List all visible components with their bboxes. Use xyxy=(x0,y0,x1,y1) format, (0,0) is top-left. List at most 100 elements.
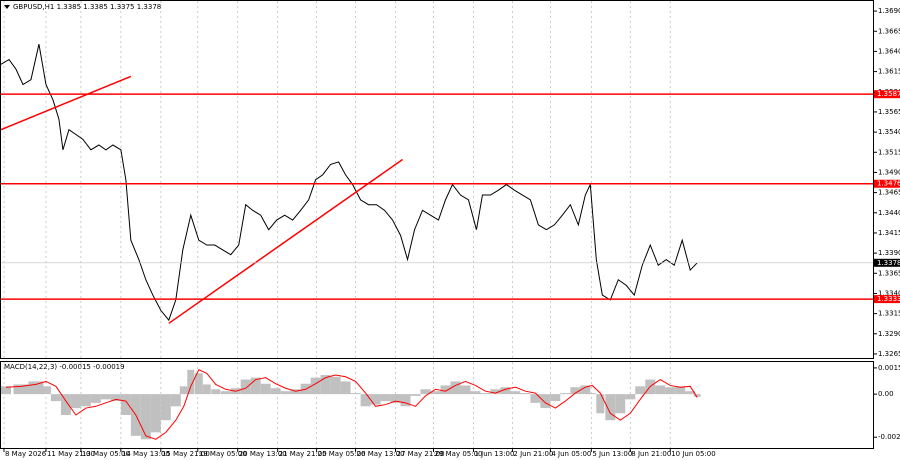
x-tick-label: 11 May 21:00 xyxy=(47,450,95,458)
y-tick-label: 1.3640 xyxy=(878,47,900,55)
level-label: 1.3333 xyxy=(877,295,900,303)
x-tick-label: 8 Jun 21:00 xyxy=(631,450,671,458)
macd-bar xyxy=(240,379,251,395)
macd-bar xyxy=(250,377,261,395)
macd-bar xyxy=(350,393,361,395)
price-line xyxy=(0,44,698,322)
macd-bar xyxy=(665,387,676,395)
macd-bar xyxy=(90,394,101,403)
macd-bar xyxy=(596,394,605,414)
macd-bar xyxy=(187,369,195,395)
chart-title: GBPUSD,H1 1.3385 1.3385 1.3375 1.3378 xyxy=(13,3,161,11)
macd-bar xyxy=(202,384,211,395)
level-label: 1.3587 xyxy=(877,90,900,98)
macd-bar xyxy=(440,385,451,395)
macd-bar xyxy=(540,394,551,409)
y-tick-label: 1.3540 xyxy=(878,128,900,136)
macd-bar xyxy=(120,394,131,415)
level-tag xyxy=(874,295,900,304)
macd-bar xyxy=(310,377,321,395)
y-tick-label: 1.3515 xyxy=(878,148,900,156)
macd-bar xyxy=(635,386,646,395)
macd-bar xyxy=(280,391,291,395)
y-tick-label: 1.3615 xyxy=(878,68,900,76)
macd-bar xyxy=(340,381,351,395)
x-tick-label: 1 Jun 13:00 xyxy=(474,450,514,458)
x-tick-label: 15 May 21:00 xyxy=(162,450,210,458)
x-tick-label: 2 Jun 21:00 xyxy=(513,450,553,458)
y-tick-label: 1.3665 xyxy=(878,27,900,35)
x-tick-label: 4 Jun 05:00 xyxy=(551,450,591,458)
macd-bar xyxy=(360,394,371,407)
macd-bar xyxy=(470,391,481,395)
macd-bar xyxy=(693,394,701,397)
y-tick-label: 1.3440 xyxy=(878,209,900,217)
y-tick-label: 1.3415 xyxy=(878,229,900,237)
level-tag xyxy=(874,179,900,188)
y-tick-label: 1.3490 xyxy=(878,168,900,176)
y-tick-label: -0.00248 xyxy=(878,433,900,441)
macd-bar xyxy=(260,383,271,395)
y-tick-label: 1.3340 xyxy=(878,289,900,297)
x-tick-label: 21 May 21:00 xyxy=(279,450,327,458)
macd-bar xyxy=(220,391,231,395)
current-price-tag xyxy=(874,258,900,267)
menu-arrow[interactable] xyxy=(4,5,10,9)
macd-bar xyxy=(420,389,431,395)
y-tick-label: 1.3290 xyxy=(878,330,900,338)
macd-bar xyxy=(400,394,411,407)
trend-line xyxy=(0,75,132,131)
macd-bar xyxy=(588,393,596,395)
macd-bar xyxy=(550,394,561,402)
x-tick-label: 8 May 2026 xyxy=(5,450,47,458)
macd-bar xyxy=(530,394,541,403)
macd-bar xyxy=(194,373,203,395)
macd-panel xyxy=(0,361,874,449)
macd-bar xyxy=(450,381,461,395)
y-tick-label: 1.3565 xyxy=(878,108,900,116)
macd-bar xyxy=(560,393,571,395)
level-label: 1.3476 xyxy=(877,180,900,188)
level-tag xyxy=(874,90,900,99)
trend-line xyxy=(168,158,403,324)
x-tick-label: 26 May 13:00 xyxy=(357,450,405,458)
macd-bar xyxy=(140,394,151,440)
macd-bar xyxy=(50,394,61,402)
macd-bar xyxy=(370,394,381,405)
x-tick-label: 29 May 05:00 xyxy=(435,450,483,458)
macd-bar xyxy=(510,391,521,395)
signal-line xyxy=(5,369,698,440)
y-tick-label: 1.3315 xyxy=(878,310,900,318)
macd-bar xyxy=(430,391,441,395)
macd-bar xyxy=(655,385,666,395)
macd-bar xyxy=(625,394,636,400)
x-tick-label: 14 May 13:00 xyxy=(122,450,170,458)
x-tick-label: 20 May 13:00 xyxy=(239,450,287,458)
x-tick-label: 25 May 05:00 xyxy=(318,450,366,458)
macd-bar xyxy=(605,394,616,421)
macd-bar xyxy=(160,394,171,421)
x-tick-label: 10 Jun 05:00 xyxy=(671,450,715,458)
y-tick-label: 1.3365 xyxy=(878,269,900,277)
macd-bar xyxy=(13,384,29,395)
macd-bar xyxy=(500,387,511,395)
macd-bar xyxy=(460,385,471,395)
x-tick-label: 27 May 21:00 xyxy=(397,450,445,458)
macd-bar xyxy=(580,385,591,395)
macd-bar xyxy=(480,393,491,395)
y-tick-label: 0.00151 xyxy=(878,364,900,372)
macd-bar xyxy=(520,393,531,395)
macd-bar xyxy=(100,394,111,400)
macd-bar xyxy=(80,394,91,407)
macd-bar xyxy=(70,394,81,409)
macd-title: MACD(14,22,3) -0.00015 -0.00019 xyxy=(4,363,125,371)
macd-bar xyxy=(270,388,281,395)
macd-bar xyxy=(179,386,188,395)
macd-bar xyxy=(320,375,331,395)
macd-bar xyxy=(685,391,696,395)
macd-bar xyxy=(290,389,301,395)
macd-bar xyxy=(615,394,626,414)
macd-bar xyxy=(170,394,181,407)
